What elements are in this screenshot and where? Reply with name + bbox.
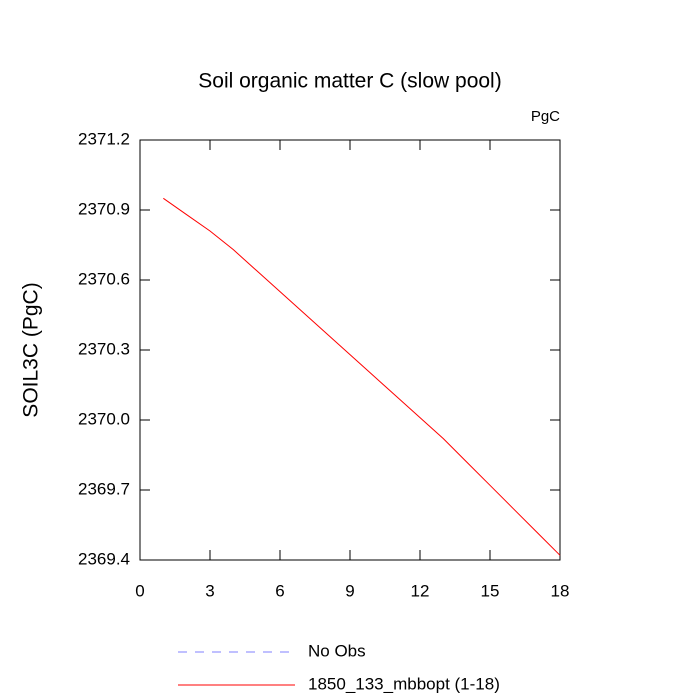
units-label: PgC	[531, 108, 560, 125]
plot-frame	[139, 139, 561, 561]
y-tick-label: 2370.3	[78, 339, 130, 358]
legend-label: No Obs	[308, 641, 366, 660]
y-tick-label: 2369.7	[78, 479, 130, 498]
chart-title: Soil organic matter C (slow pool)	[198, 70, 501, 93]
x-tick-label: 6	[275, 581, 284, 600]
x-tick-label: 0	[135, 581, 144, 600]
y-tick-label: 2369.4	[78, 549, 130, 568]
y-tick-label: 2370.9	[78, 199, 130, 218]
x-tick-label: 12	[411, 581, 430, 600]
y-tick-label: 2370.0	[78, 409, 130, 428]
y-tick-label: 2370.6	[78, 269, 130, 288]
legend-label: 1850_133_mbbopt (1-18)	[308, 674, 500, 693]
data-line	[163, 197, 561, 556]
y-axis-label: SOIL3C (PgC)	[20, 282, 43, 417]
y-tick-label: 2371.2	[78, 129, 130, 148]
x-tick-label: 15	[481, 581, 500, 600]
x-tick-label: 18	[551, 581, 570, 600]
x-tick-label: 3	[205, 581, 214, 600]
x-tick-label: 9	[345, 581, 354, 600]
